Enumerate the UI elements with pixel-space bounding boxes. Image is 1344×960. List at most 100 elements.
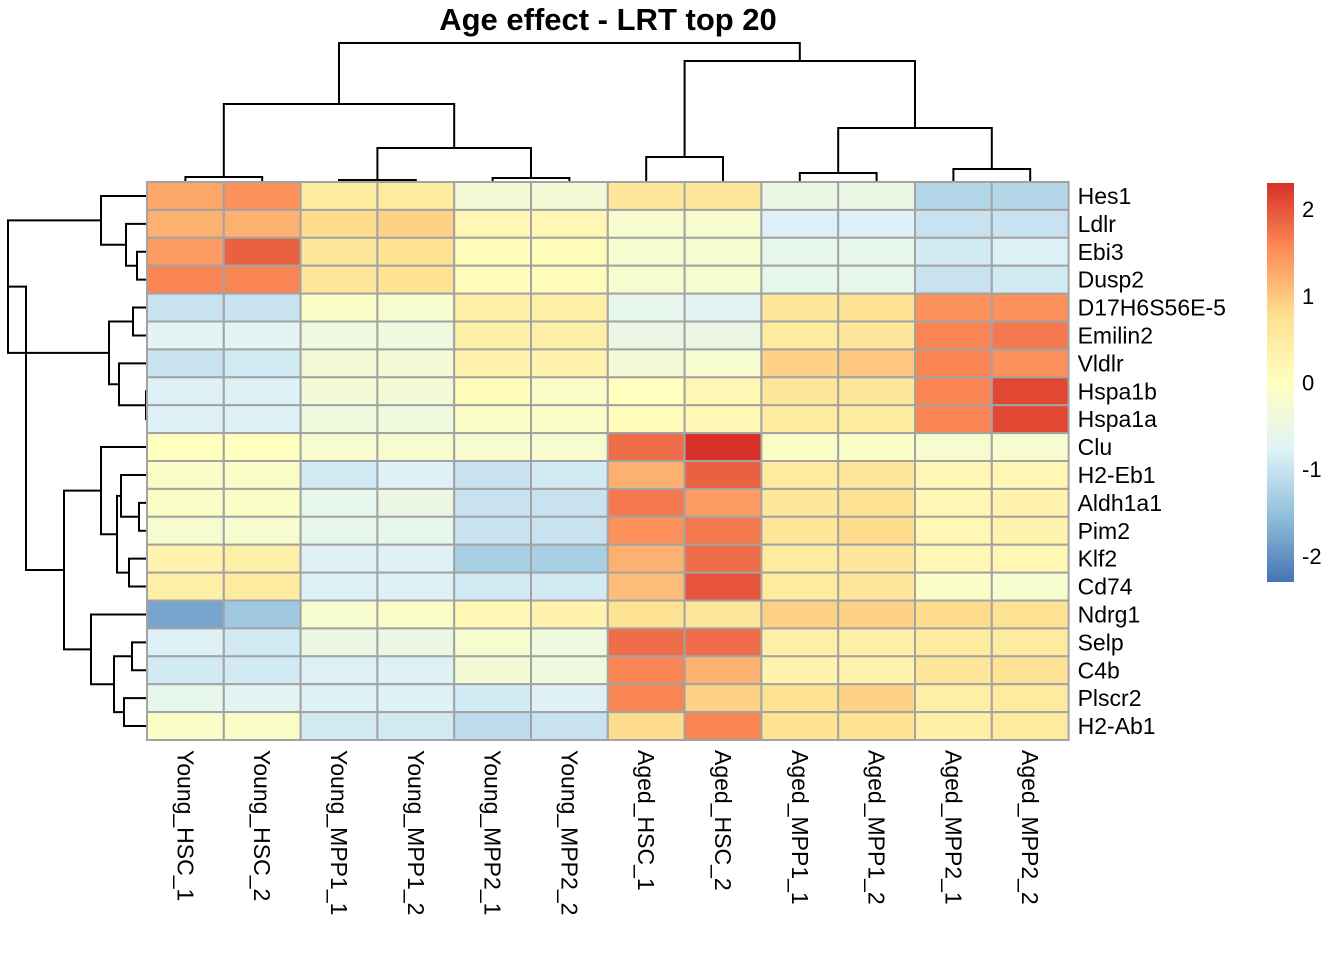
heatmap-cell: [146, 460, 225, 490]
heatmap-cell: [530, 460, 609, 490]
heatmap-cell: [990, 236, 1070, 267]
heatmap-cell: [990, 181, 1070, 211]
heatmap-cell: [914, 181, 993, 211]
heatmap-cell: [146, 487, 225, 518]
heatmap-cell: [683, 543, 763, 574]
heatmap-cell: [222, 432, 302, 463]
row-label: Hspa1a: [1078, 406, 1157, 432]
heatmap-cell: [683, 208, 763, 239]
heatmap-cell: [606, 292, 686, 323]
heatmap-cell: [760, 236, 840, 267]
heatmap-cell: [376, 320, 456, 351]
heatmap-cell: [530, 599, 609, 630]
legend-tick-label: 0: [1302, 371, 1314, 396]
heatmap-cell: [683, 264, 763, 295]
heatmap-cell: [837, 292, 917, 323]
heatmap-cell: [990, 264, 1070, 295]
heatmap-cell: [222, 599, 302, 630]
heatmap-cell: [453, 515, 533, 546]
heatmap-cell: [914, 655, 993, 686]
column-label: Aged_MPP2_1: [940, 750, 966, 905]
heatmap-cell: [222, 683, 302, 714]
heatmap-cell: [299, 348, 379, 379]
row-label: H2-Eb1: [1078, 462, 1156, 488]
heatmap-cell: [530, 292, 609, 323]
legend-tick-label: -1: [1302, 457, 1322, 482]
heatmap-cell: [606, 487, 686, 518]
heatmap-cell: [146, 432, 225, 463]
heatmap-cell: [914, 683, 993, 714]
heatmap-cell: [146, 683, 225, 714]
heatmap-cell: [453, 320, 533, 351]
heatmap-cell: [837, 487, 917, 518]
heatmap-cell: [990, 460, 1070, 490]
row-label: Hes1: [1078, 183, 1132, 209]
color-legend: -2 -1 0 1 2: [1267, 183, 1322, 582]
heatmap-cell: [837, 683, 917, 714]
heatmap-cell: [376, 571, 456, 602]
heatmap-cell: [683, 683, 763, 714]
heatmap-cell: [530, 627, 609, 658]
heatmap-cell: [222, 655, 302, 686]
heatmap-cell: [837, 711, 917, 741]
heatmap-cell: [376, 655, 456, 686]
row-label: Cd74: [1078, 574, 1133, 600]
heatmap-cell: [760, 571, 840, 602]
heatmap-cell: [299, 487, 379, 518]
column-label: Aged_MPP1_1: [787, 750, 813, 905]
heatmap-cell: [606, 655, 686, 686]
heatmap-cell: [146, 655, 225, 686]
row-labels: Hes1LdlrEbi3Dusp2D17H6S56E-5Emilin2Vldlr…: [1078, 183, 1226, 739]
row-label: Ldlr: [1078, 211, 1117, 237]
row-label: Selp: [1078, 629, 1124, 655]
heatmap-cell: [760, 543, 840, 574]
heatmap-cell: [606, 571, 686, 602]
heatmap-cell: [606, 236, 686, 267]
column-label: Aged_HSC_2: [710, 750, 736, 891]
heatmap-cell: [914, 599, 993, 630]
heatmap-cell: [376, 711, 456, 741]
heatmap-cell: [299, 515, 379, 546]
heatmap-cell: [299, 236, 379, 267]
heatmap-cell: [683, 515, 763, 546]
heatmap-cell: [299, 208, 379, 239]
heatmap-cell: [760, 320, 840, 351]
dendrogram-branch: [837, 127, 993, 173]
row-label: C4b: [1078, 657, 1120, 683]
heatmap-cell: [530, 543, 609, 574]
heatmap-cell: [837, 404, 917, 435]
heatmap-cell: [914, 543, 993, 574]
heatmap-cell: [914, 292, 993, 323]
dendrogram-branch: [952, 168, 1032, 182]
heatmap-cell: [453, 487, 533, 518]
heatmap-cell: [146, 292, 225, 323]
heatmap-cell: [146, 208, 225, 239]
dendrogram-branch: [108, 320, 133, 386]
heatmap-cell: [606, 543, 686, 574]
column-label: Young_MPP2_1: [480, 750, 506, 915]
heatmap-cell: [222, 348, 302, 379]
column-label: Aged_MPP2_2: [1017, 750, 1043, 905]
heatmap-cell: [914, 627, 993, 658]
heatmap-cell: [453, 376, 533, 407]
legend-tick-label: 1: [1302, 284, 1314, 309]
heatmap-cell: [222, 181, 302, 211]
column-label: Young_MPP2_2: [556, 750, 582, 915]
heatmap-cell: [914, 571, 993, 602]
heatmap-cell: [222, 487, 302, 518]
heatmap-cell: [530, 236, 609, 267]
row-label: Dusp2: [1078, 267, 1144, 293]
heatmap-cell: [683, 711, 763, 741]
heatmap-cell: [837, 599, 917, 630]
dendrogram-branch: [100, 446, 147, 536]
heatmap-cell: [837, 627, 917, 658]
chart-title: Age effect - LRT top 20: [439, 2, 777, 37]
heatmap-cell: [606, 404, 686, 435]
heatmap-cell: [146, 627, 225, 658]
heatmap-cell: [530, 376, 609, 407]
heatmap-cell: [990, 208, 1070, 239]
heatmap-cell: [683, 292, 763, 323]
heatmap-cell: [376, 181, 456, 211]
row-label: D17H6S56E-5: [1078, 295, 1226, 321]
heatmap-cell: [837, 432, 917, 463]
